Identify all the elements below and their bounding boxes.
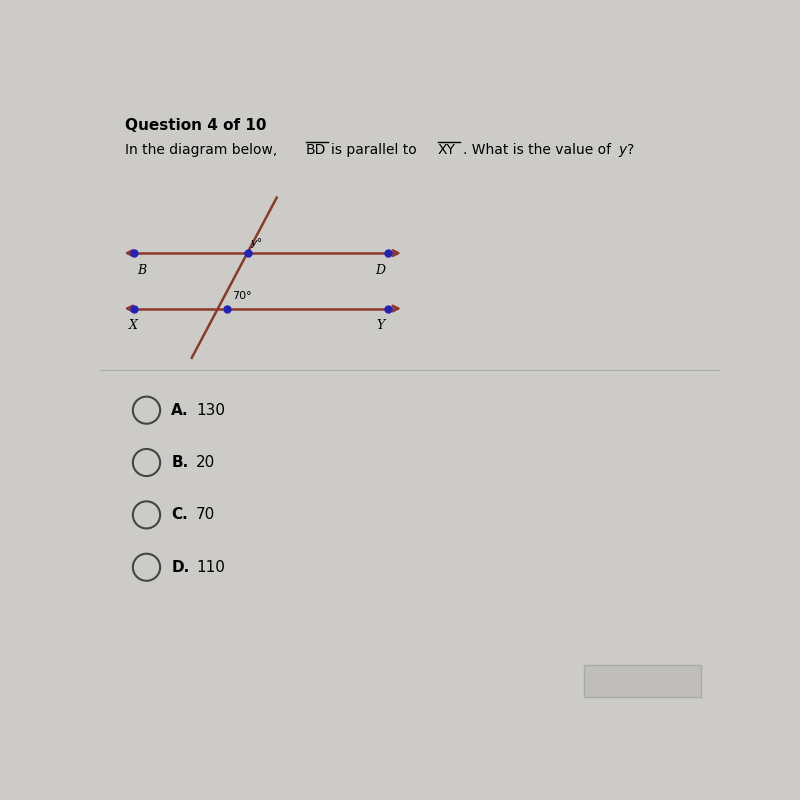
Text: XY: XY <box>438 143 456 158</box>
Text: B.: B. <box>171 455 189 470</box>
Text: In the diagram below,: In the diagram below, <box>125 143 277 158</box>
FancyBboxPatch shape <box>584 665 702 697</box>
Text: C.: C. <box>171 507 188 522</box>
Text: y: y <box>618 143 626 158</box>
Text: 70: 70 <box>196 507 215 522</box>
Text: . What is the value of: . What is the value of <box>462 143 611 158</box>
Text: 70°: 70° <box>232 290 252 301</box>
Text: ?: ? <box>627 143 634 158</box>
Text: 130: 130 <box>196 402 225 418</box>
Text: BD: BD <box>306 143 326 158</box>
Text: D.: D. <box>171 560 190 574</box>
Text: A.: A. <box>171 402 189 418</box>
Text: D: D <box>375 263 386 277</box>
Text: 110: 110 <box>196 560 225 574</box>
Text: X: X <box>129 319 138 332</box>
Text: B: B <box>138 263 146 277</box>
Text: Question 4 of 10: Question 4 of 10 <box>125 118 266 133</box>
Text: 20: 20 <box>196 455 215 470</box>
Text: Y: Y <box>376 319 384 332</box>
Text: SUBMIT: SUBMIT <box>615 674 670 687</box>
Text: y°: y° <box>250 238 262 247</box>
Text: is parallel to: is parallel to <box>330 143 416 158</box>
